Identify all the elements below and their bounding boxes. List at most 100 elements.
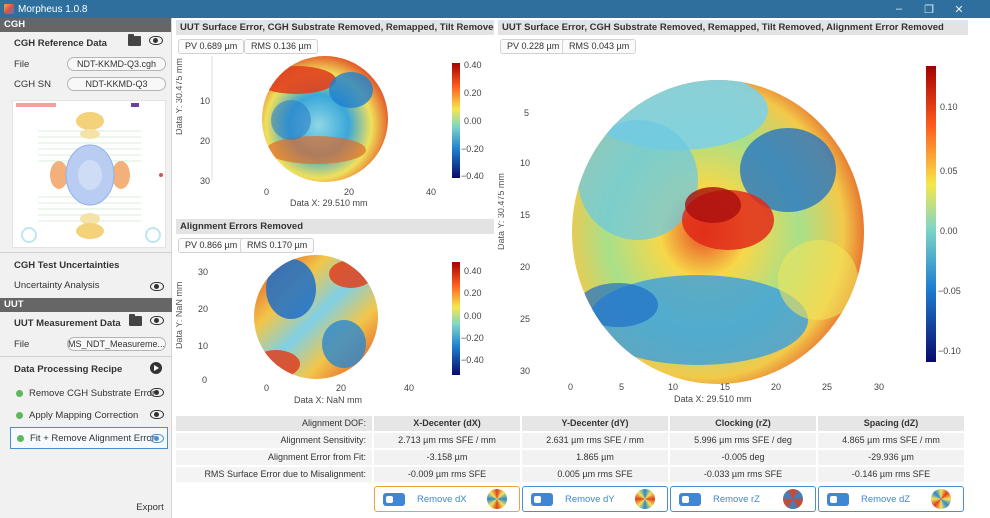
window-title: Morpheus 1.0.8: [18, 3, 88, 15]
cgh-file-field[interactable]: NDT-KKMD-Q3.cgh: [67, 57, 166, 71]
colorbar-tick: −0.05: [938, 286, 961, 296]
toggle-switch-icon[interactable]: [827, 492, 849, 506]
cgh-layout-preview: [12, 100, 166, 248]
table-cell: 2.713 µm rms SFE / mm: [374, 433, 520, 448]
export-button[interactable]: Export: [136, 502, 164, 513]
toggle-switch-icon[interactable]: [383, 492, 405, 506]
colorbar-tick: −0.40: [461, 171, 484, 181]
eye-icon[interactable]: [150, 434, 164, 443]
eye-icon[interactable]: [149, 36, 163, 45]
remove-dx-button[interactable]: Remove dX: [374, 486, 520, 512]
title-bar: Morpheus 1.0.8 – ❐ ✕: [0, 0, 990, 18]
folder-open-icon[interactable]: [129, 314, 142, 326]
x-tick: 20: [336, 383, 346, 393]
zernike-preview-icon: [487, 489, 507, 509]
y-tick: 30: [520, 366, 530, 376]
status-dot-icon: [16, 389, 23, 397]
remove-dy-button[interactable]: Remove dY: [522, 486, 668, 512]
x-tick: 25: [822, 382, 832, 392]
row-label-rms-misalignment: RMS Surface Error due to Misalignment:: [176, 467, 372, 482]
y-tick: 30: [200, 176, 210, 186]
colorbar-tick: 0.20: [464, 288, 482, 298]
play-icon[interactable]: [150, 362, 162, 374]
y-axis-label: Data Y: 30.475 mm: [498, 173, 506, 250]
table-cell: -0.005 deg: [670, 450, 816, 465]
y-tick: 0: [202, 375, 207, 385]
table-cell: 2.631 µm rms SFE / mm: [522, 433, 668, 448]
toggle-switch-icon[interactable]: [531, 492, 553, 506]
separator: [0, 252, 172, 253]
table-cell: -29.936 µm: [818, 450, 964, 465]
y-tick: 25: [520, 314, 530, 324]
close-button[interactable]: ✕: [954, 3, 964, 16]
cgh-reference-header: CGH Reference Data: [0, 32, 171, 54]
cgh-section-header: CGH: [0, 18, 171, 32]
cgh-sn-row: CGH SN NDT-KKMD-Q3: [0, 74, 171, 94]
x-tick: 0: [568, 382, 573, 392]
recipe-item-apply-mapping[interactable]: Apply Mapping Correction: [10, 404, 168, 426]
colorbar-tick: −0.20: [461, 144, 484, 154]
y-axis-label: Data Y: NaN mm: [176, 282, 184, 349]
eye-icon[interactable]: [150, 282, 164, 291]
x-axis-label: Data X: NaN mm: [294, 395, 362, 405]
recipe-item-fit-remove-alignment[interactable]: Fit + Remove Alignment Error: [10, 427, 168, 449]
cgh-file-row: File NDT-KKMD-Q3.cgh: [0, 54, 171, 74]
remove-rz-button[interactable]: Remove rZ: [670, 486, 816, 512]
colorbar-tick: 0.00: [464, 311, 482, 321]
cgh-file-label: File: [14, 58, 30, 70]
colorbar: [452, 262, 460, 375]
remove-dx-label: Remove dX: [417, 494, 467, 505]
table-cell: 0.005 µm rms SFE: [522, 467, 668, 482]
maximize-button[interactable]: ❐: [924, 3, 934, 16]
pv-badge: PV 0.689 µm: [178, 39, 245, 54]
colorbar-tick: 0.10: [940, 102, 958, 112]
row-label-error-from-fit: Alignment Error from Fit:: [176, 450, 372, 465]
plot-title: UUT Surface Error, CGH Substrate Removed…: [176, 20, 494, 35]
recipe-item-label: Apply Mapping Correction: [29, 409, 139, 421]
x-tick: 0: [264, 187, 269, 197]
eye-icon[interactable]: [150, 410, 164, 419]
eye-icon[interactable]: [150, 388, 164, 397]
recipe-header: Data Processing Recipe: [0, 358, 172, 380]
table-header-label: Alignment DOF:: [176, 416, 372, 431]
x-axis-label: Data X: 29.510 mm: [290, 198, 368, 208]
minimize-button[interactable]: –: [895, 3, 903, 15]
folder-open-icon[interactable]: [128, 34, 141, 46]
x-axis-label: Data X: 29.510 mm: [674, 394, 752, 404]
colorbar: [452, 63, 460, 178]
uncertainty-analysis-row[interactable]: Uncertainty Analysis: [0, 276, 172, 296]
cgh-sn-field[interactable]: NDT-KKMD-Q3: [67, 77, 166, 91]
zernike-preview-icon: [931, 489, 951, 509]
x-tick: 20: [771, 382, 781, 392]
colorbar-tick: −0.10: [938, 346, 961, 356]
remove-dz-label: Remove dZ: [861, 494, 911, 505]
left-sidebar: CGH CGH Reference Data File NDT-KKMD-Q3.…: [0, 18, 172, 518]
remove-dz-button[interactable]: Remove dZ: [818, 486, 964, 512]
table-cell: -0.033 µm rms SFE: [670, 467, 816, 482]
cgh-sn-label: CGH SN: [14, 78, 51, 90]
uut-section-header: UUT: [0, 298, 172, 312]
zernike-preview-icon: [635, 489, 655, 509]
x-tick: 20: [344, 187, 354, 197]
x-tick: 5: [619, 382, 624, 392]
colorbar-tick: 0.00: [464, 116, 482, 126]
toggle-switch-icon[interactable]: [679, 492, 701, 506]
plot-title: Alignment Errors Removed: [176, 219, 494, 234]
app-logo-icon: [4, 4, 14, 14]
remove-rz-label: Remove rZ: [713, 494, 760, 505]
plot-panel-substrate-removed: UUT Surface Error, CGH Substrate Removed…: [176, 20, 494, 212]
recipe-item-remove-cgh-substrate[interactable]: Remove CGH Substrate Error: [10, 382, 168, 404]
x-tick: 15: [720, 382, 730, 392]
plot-panel-alignment-removed: UUT Surface Error, CGH Substrate Removed…: [498, 20, 968, 409]
remove-dy-label: Remove dY: [565, 494, 615, 505]
eye-icon[interactable]: [150, 316, 164, 325]
separator: [0, 356, 172, 357]
uut-measurement-title: UUT Measurement Data: [14, 317, 121, 329]
y-tick: 10: [198, 341, 208, 351]
pv-badge: PV 0.866 µm: [178, 238, 245, 253]
y-axis-label: Data Y: 30.475 mm: [176, 58, 184, 135]
y-tick: 30: [198, 267, 208, 277]
colorbar-tick: 0.40: [464, 266, 482, 276]
colorbar: [926, 66, 936, 362]
uut-file-field[interactable]: MS_NDT_Measureme...: [67, 337, 166, 351]
